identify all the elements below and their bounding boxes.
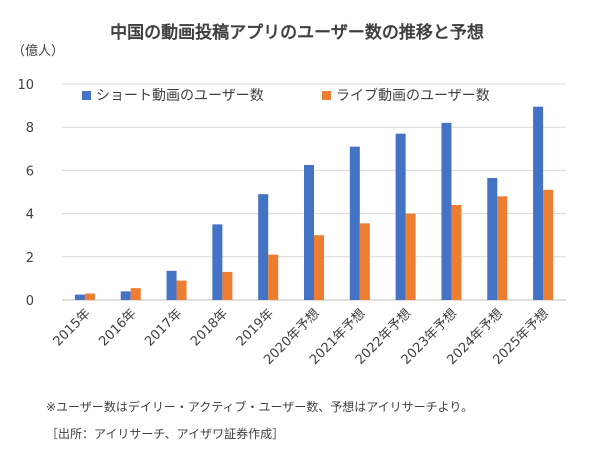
bar-live-video [268, 254, 279, 300]
x-axis: 2015年 2016年 2017年 2018年 2019年2020年予想2021年予想2… [51, 306, 552, 368]
y-tick-label: 10 [17, 78, 34, 93]
legend: ショート動画のユーザー数 ライブ動画のユーザー数 [82, 87, 490, 104]
bar-short-video [487, 177, 498, 300]
legend-swatch [322, 91, 331, 100]
bar-live-video [497, 196, 508, 300]
bar-short-video [212, 224, 223, 300]
bar-short-video [120, 291, 131, 300]
x-tick-label: 2018年 [188, 306, 231, 349]
x-tick-label: 2017年 [142, 306, 185, 349]
bar-live-video [130, 288, 141, 300]
bar-live-video [359, 223, 370, 300]
bars [74, 106, 554, 301]
bar-live-video [451, 204, 462, 300]
bar-short-video [258, 194, 269, 300]
bar-short-video [304, 165, 314, 300]
legend-label: ショート動画のユーザー数 [96, 88, 264, 104]
bar-short-video [395, 133, 406, 300]
bar-short-video [533, 106, 544, 301]
y-tick-label: 0 [26, 294, 34, 309]
bar-short-video [441, 122, 452, 300]
bar-live-video [543, 189, 554, 300]
bar-live-video [405, 213, 416, 300]
bar-live-video [176, 280, 187, 300]
y-tick-label: 8 [26, 121, 34, 136]
y-tick-label: 4 [26, 208, 34, 223]
y-tick-label: 6 [26, 164, 34, 179]
legend-swatch [82, 91, 91, 100]
x-tick-label: 2015年 [51, 306, 94, 349]
legend-label: ライブ動画のユーザー数 [336, 87, 490, 104]
y-axis-label: （億人） [12, 43, 64, 59]
bar-live-video [314, 235, 324, 300]
bar-live-video [222, 271, 233, 300]
definition-note: ※ユーザー数はデイリー・アクティブ・ユーザー数、予想はアイリサーチより。 [46, 400, 474, 414]
y-axis: 0 2 4 6 8 10 [17, 78, 34, 309]
x-tick-label: 2016年 [96, 306, 139, 349]
bar-short-video [74, 294, 85, 300]
bar-live-video [84, 293, 95, 300]
chart-title: 中国の動画投稿アプリのユーザー数の推移と予想 [110, 23, 484, 43]
bar-short-video [349, 146, 360, 300]
source-note: ［出所：アイリサーチ、アイザワ証券作成］ [46, 427, 285, 441]
y-tick-label: 2 [26, 251, 34, 266]
x-tick-label: 2019年 [234, 306, 277, 349]
bar-short-video [166, 270, 177, 300]
